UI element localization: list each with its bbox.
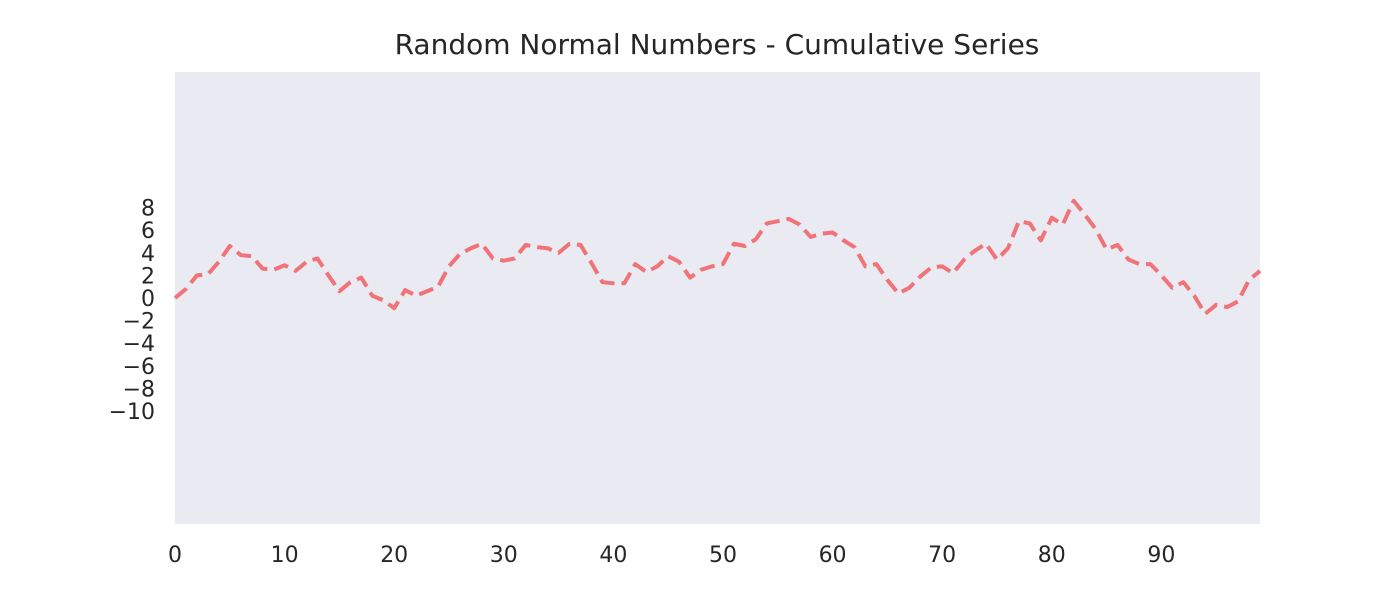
x-tick-label: 60 bbox=[819, 543, 847, 568]
y-tick-label: 0 bbox=[141, 287, 155, 312]
x-tick-label: 40 bbox=[599, 543, 627, 568]
y-tick-label: −4 bbox=[123, 332, 155, 357]
x-tick-label: 80 bbox=[1038, 543, 1066, 568]
y-tick-label: 6 bbox=[141, 219, 155, 244]
x-axis-tick-labels: 0 10 20 30 40 50 60 70 80 90 bbox=[168, 543, 1175, 568]
x-tick-label: 0 bbox=[168, 543, 182, 568]
x-tick-label: 70 bbox=[928, 543, 956, 568]
y-tick-label: −6 bbox=[123, 355, 155, 380]
y-tick-label: 2 bbox=[141, 264, 155, 289]
y-tick-label: 8 bbox=[141, 197, 155, 222]
x-tick-label: 50 bbox=[709, 543, 737, 568]
y-tick-label: 4 bbox=[141, 242, 155, 267]
x-tick-label: 90 bbox=[1147, 543, 1175, 568]
chart-title: Random Normal Numbers - Cumulative Serie… bbox=[395, 28, 1040, 61]
x-tick-label: 20 bbox=[380, 543, 408, 568]
y-tick-label: −8 bbox=[123, 377, 155, 402]
y-tick-label: −2 bbox=[123, 310, 155, 335]
x-tick-label: 30 bbox=[490, 543, 518, 568]
plot-area-background bbox=[175, 72, 1260, 524]
x-tick-label: 10 bbox=[271, 543, 299, 568]
series-layer bbox=[173, 198, 1262, 316]
y-tick-label: −10 bbox=[109, 400, 155, 425]
series-line bbox=[173, 198, 1262, 316]
